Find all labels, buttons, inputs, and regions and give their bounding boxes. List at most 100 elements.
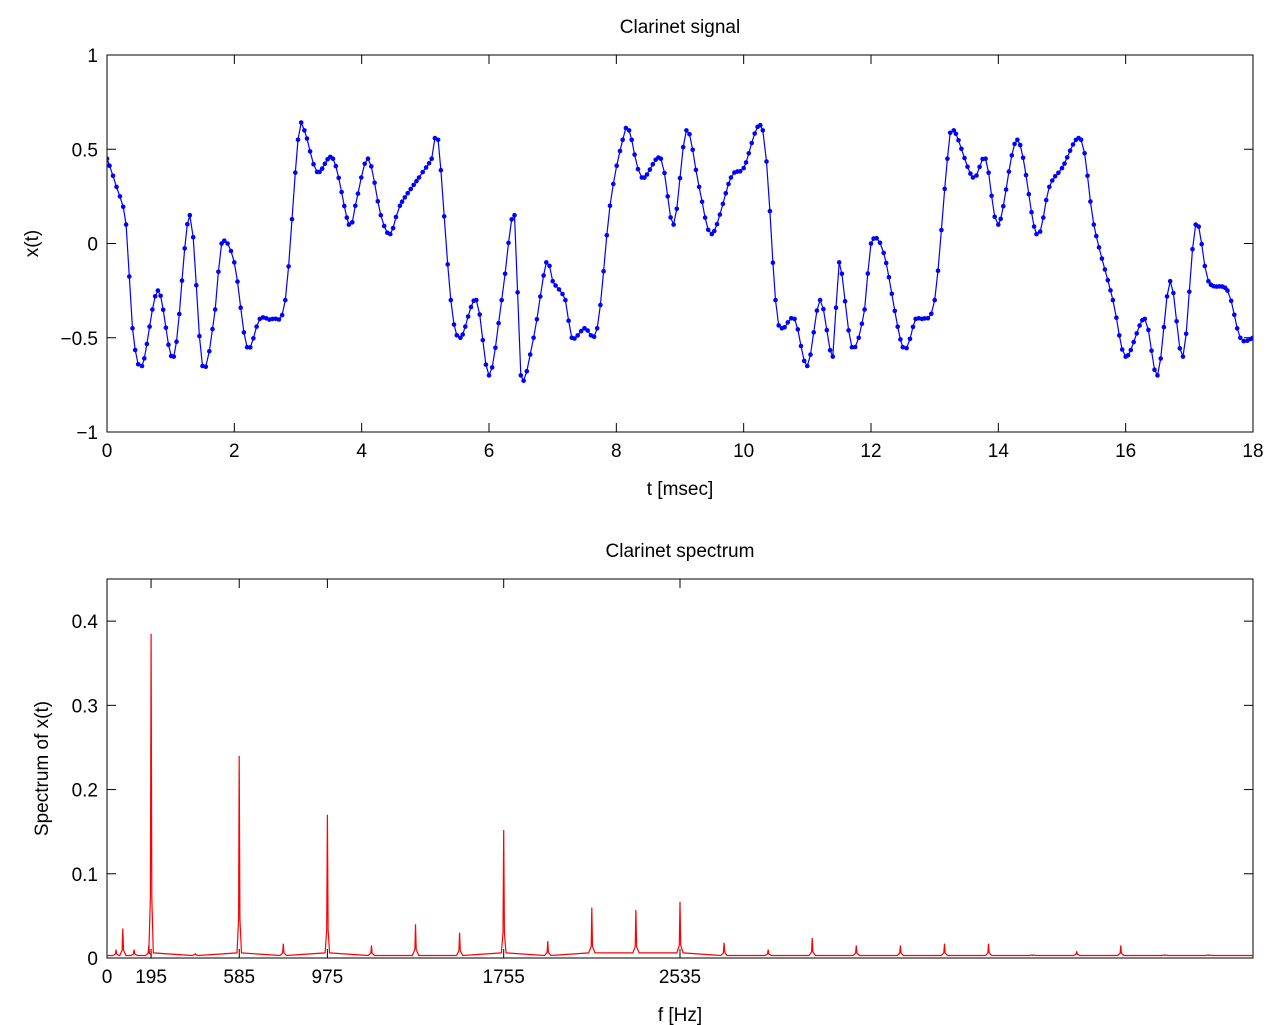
signal-data-point [298,120,304,125]
signal-data-point [1171,290,1176,296]
signal-data-point [1125,353,1131,358]
y-tick-label: 0.1 [72,865,98,886]
signal-data-point [556,287,562,292]
signal-data-point [132,347,138,353]
spectrum-series-line [107,633,1253,957]
signal-data-point [1099,256,1105,261]
y-tick-label: 0.4 [72,612,99,633]
signal-data-point [647,167,653,172]
signal-data-point [397,203,403,209]
x-tick-label: 18 [1242,441,1263,462]
signal-data-point [889,291,895,297]
signal-data-point [1078,137,1084,143]
signal-data-point [521,378,526,384]
signal-data-point [983,156,988,161]
signal-data-point [629,137,634,143]
signal-data-point [998,216,1003,222]
signal-data-point [566,318,571,324]
signal-data-point [1119,347,1125,352]
signal-data-point [286,264,291,269]
signal-data-point [194,283,199,288]
signal-data-point [393,214,399,220]
signal-data-point [496,320,501,326]
signal-data-point [295,137,301,143]
signal-data-point [311,161,316,167]
signal-data-point [953,131,959,137]
signal-data-point [524,369,530,374]
signal-data-point [1031,224,1037,229]
x-tick-label: 2 [229,441,240,462]
signal-data-point [480,337,486,343]
signal-data-point [1114,315,1119,321]
signal-data-point [531,335,536,341]
signal-data-point [127,274,132,279]
signal-data-point [1134,331,1139,336]
signal-data-point [767,208,773,214]
signal-data-point [362,161,368,167]
signal-data-point [107,163,112,168]
y-tick-label: 0 [87,949,98,970]
signal-data-point [782,325,787,330]
signal-data-point [179,278,185,283]
x-tick-label: 0 [102,967,113,988]
signal-plot: Clarinet signal 0 2 4 6 8 10 12 14 16 18 −1−0.500… [22,17,1264,500]
signal-axis-ticks [106,54,1254,433]
signal-data-point [1003,187,1009,192]
signal-data-point [210,326,215,332]
signal-data-point [502,271,508,277]
signal-plot-frame [106,54,1254,433]
signal-data-point [1131,339,1136,345]
signal-data-area [107,120,1253,384]
signal-data-point [1082,151,1087,156]
y-tick-label: 0 [87,235,98,256]
signal-data-point [907,336,913,342]
signal-data-point [1037,229,1043,234]
signal-data-point [544,260,549,265]
x-tick-label: 585 [223,967,255,988]
signal-data-point [1064,155,1070,160]
y-tick-label: −0.5 [60,329,98,350]
signal-data-point [925,316,931,321]
signal-data-point [862,307,867,312]
signal-data-point [617,148,623,154]
signal-data-point [560,291,565,297]
signal-data-point [1094,233,1099,239]
signal-data-point [1105,277,1111,283]
signal-data-point [241,330,247,335]
signal-data-point [833,305,839,311]
signal-data-point [929,311,934,317]
signal-data-point [1102,267,1108,272]
signal-data-point [1085,173,1090,179]
signal-data-point [760,128,766,133]
signal-data-point [1091,222,1097,227]
signal-data-point [604,233,610,238]
signal-data-point [563,297,568,303]
signal-data-point [1026,191,1032,197]
signal-data-point [1250,335,1253,341]
signal-data-point [1234,326,1240,331]
signal-data-point [435,137,441,143]
signal-data-point [607,203,613,209]
x-tick-label: 975 [312,967,344,988]
signal-data-point [723,191,729,196]
signal-data-point [150,307,155,312]
signal-data-point [130,326,135,331]
signal-data-point [238,305,243,311]
signal-data-point [910,324,916,330]
signal-data-point [319,166,325,171]
signal-data-point [344,215,350,220]
signal-data-point [1023,172,1029,178]
signal-data-point [877,240,883,246]
signal-data-point [830,354,836,359]
signal-data-point [746,151,752,156]
signal-data-point [1059,165,1065,171]
signal-data-point [1146,327,1151,333]
signal-data-point [441,214,447,219]
x-tick-label: 16 [1115,441,1136,462]
x-tick-label: 6 [484,441,495,462]
signal-data-point [416,175,422,180]
signal-data-point [232,260,237,265]
signal-y-axis-label: x(t) [22,230,43,257]
spectrum-x-axis-label: f [Hz] [658,1005,702,1025]
signal-data-point [1152,367,1157,373]
